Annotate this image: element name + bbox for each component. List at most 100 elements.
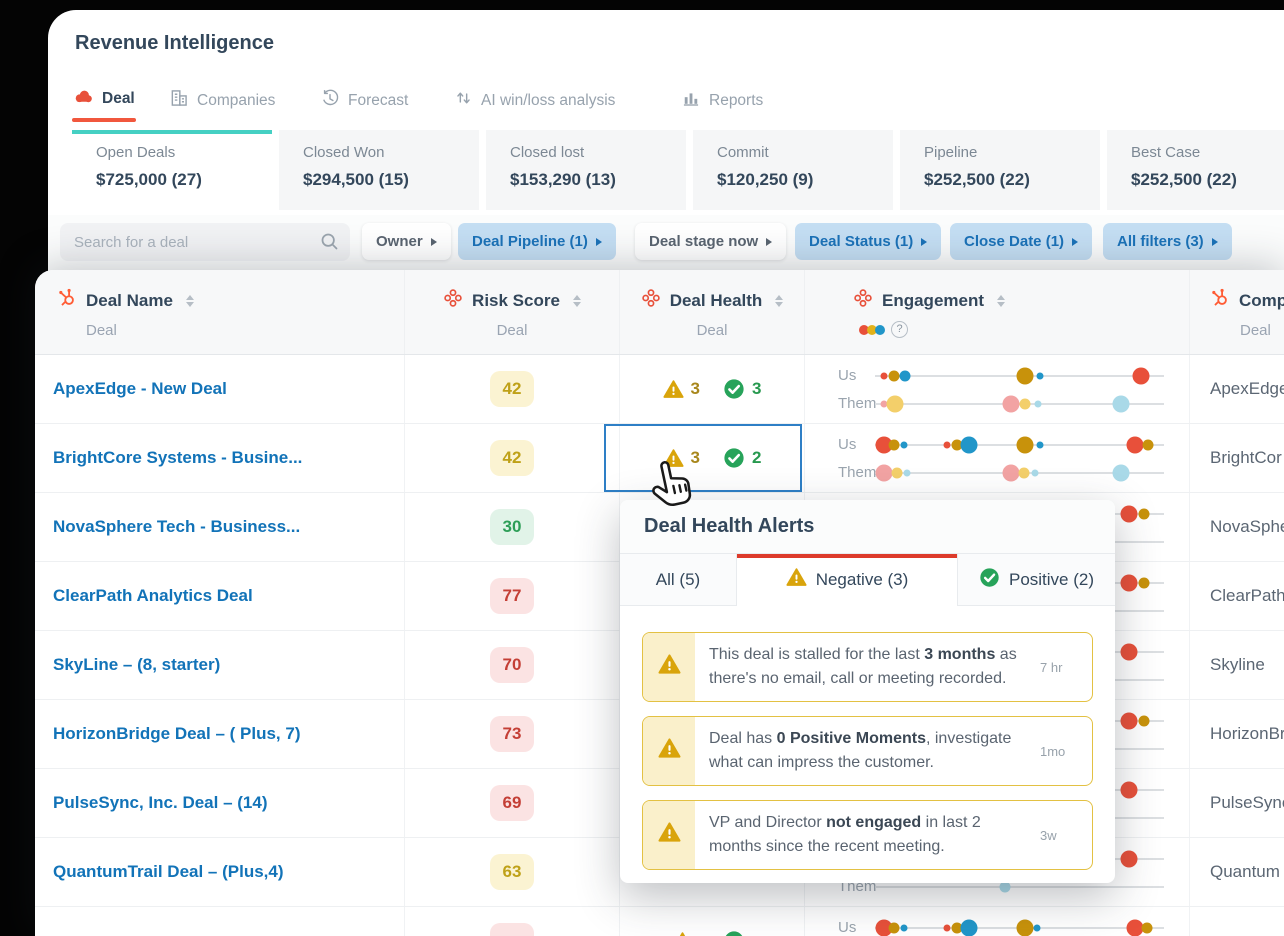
caret-right-icon	[1072, 237, 1079, 246]
engagement-dot-yellow	[886, 395, 904, 413]
engagement-dot-lblue	[999, 881, 1011, 893]
tab-reports[interactable]: Reports	[681, 88, 763, 113]
tab-reports-label: Reports	[709, 91, 764, 109]
card-value: $120,250 (9)	[717, 170, 814, 189]
sort-control[interactable]	[775, 294, 784, 307]
alert-item[interactable]: Deal has 0 Positive Moments, investigate…	[642, 716, 1093, 786]
column-subtitle: Deal	[86, 322, 117, 339]
company-name: HorizonBr	[1210, 724, 1284, 743]
engagement-dot-lblue	[1112, 464, 1130, 482]
warning-triangle-icon	[786, 567, 807, 593]
popup-tab-all[interactable]: All (5)	[620, 554, 737, 606]
tab-ai-winloss[interactable]: AI win/loss analysis	[454, 88, 615, 113]
summary-card-closed-won[interactable]: Closed Won $294,500 (15)	[279, 130, 479, 210]
engagement-dot-blue	[900, 924, 908, 932]
popup-tab-positive[interactable]: Positive (2)	[958, 554, 1115, 606]
chip-label: Deal Pipeline (1)	[472, 233, 588, 250]
engagement-dot-red	[943, 924, 951, 932]
risk-score-badge: 30	[490, 509, 534, 545]
sort-control[interactable]	[185, 294, 194, 307]
chip-label: Close Date (1)	[964, 233, 1065, 250]
alert-item[interactable]: This deal is stalled for the last 3 mont…	[642, 632, 1093, 702]
chip-label: All filters (3)	[1117, 233, 1204, 250]
legend-dot-gold	[867, 324, 877, 335]
check-circle-icon	[724, 448, 744, 468]
search-input[interactable]	[60, 223, 350, 261]
filter-chip-deal-status[interactable]: Deal Status (1)	[795, 223, 942, 260]
deal-name-link[interactable]: QuantumTrail Deal – (Plus,4)	[53, 862, 284, 881]
engagement-dot-blue	[899, 370, 911, 382]
page-title: Revenue Intelligence	[75, 32, 274, 54]
deal-name-link[interactable]: PulseSync, Inc. Deal – (14)	[53, 793, 268, 812]
engagement-timeline	[875, 395, 1164, 413]
filter-chip-deal-stage[interactable]: Deal stage now	[635, 223, 787, 260]
deal-name-link[interactable]: NovaSphere Tech - Business...	[53, 517, 301, 536]
sort-control[interactable]	[572, 294, 581, 307]
column-title: Company	[1239, 290, 1284, 310]
tab-deal[interactable]: Deal	[73, 88, 135, 110]
engagement-us-label: Us	[838, 436, 857, 453]
chip-label: Owner	[376, 233, 423, 250]
engagement-timeline	[875, 436, 1164, 454]
gong-clover-icon	[853, 288, 873, 313]
engagement-dot-gold	[1016, 436, 1034, 454]
tab-forecast[interactable]: Forecast	[320, 88, 408, 113]
risk-score-badge: 70	[490, 647, 534, 683]
engagement-dot-gold	[1142, 439, 1154, 451]
filter-chip-deal-pipeline[interactable]: Deal Pipeline (1)	[458, 223, 616, 260]
sort-control[interactable]	[997, 294, 1006, 307]
alert-timestamp: 3w	[1040, 827, 1057, 843]
summary-card-best-case[interactable]: Best Case $252,500 (22)	[1107, 130, 1284, 210]
hubspot-sprocket-icon	[1210, 288, 1230, 313]
deal-name-link[interactable]: BrightCore Systems - Busine...	[53, 448, 303, 467]
popup-title: Deal Health Alerts	[644, 515, 815, 537]
deal-name-link[interactable]: ClearPath Analytics Deal	[53, 586, 253, 605]
deal-name-link[interactable]: SkyLine – (8, starter)	[53, 655, 221, 674]
engagement-dot-gold	[1141, 922, 1153, 934]
alert-item[interactable]: VP and Director not engaged in last 2 mo…	[642, 800, 1093, 870]
company-name: BrightCor	[1210, 448, 1282, 467]
engagement-legend: ?	[859, 321, 1189, 338]
engagement-dot-yellow	[1019, 398, 1031, 410]
help-question-icon[interactable]: ?	[891, 321, 908, 338]
card-value: $294,500 (15)	[303, 170, 409, 189]
column-header-risk-score: Risk Score Deal	[405, 270, 620, 354]
filter-chip-close-date[interactable]: Close Date (1)	[950, 223, 1093, 260]
filter-chip-all-filters[interactable]: All filters (3)	[1103, 223, 1232, 260]
engagement-dot-pink	[1002, 395, 1020, 413]
deal-name-link[interactable]: HorizonBridge Deal – ( Plus, 7)	[53, 724, 301, 743]
engagement-dot-red	[1120, 574, 1138, 592]
active-tab-underline	[72, 118, 136, 122]
card-value: $252,500 (22)	[924, 170, 1030, 189]
summary-card-pipeline[interactable]: Pipeline $252,500 (22)	[900, 130, 1100, 210]
deal-health-cell[interactable]	[620, 907, 805, 936]
summary-card-open-deals[interactable]: Open Deals $725,000 (27)	[72, 130, 272, 210]
engagement-dot-gold	[1138, 508, 1150, 520]
card-value: $252,500 (22)	[1131, 170, 1237, 189]
engagement-dot-blue	[960, 436, 978, 454]
tab-deal-label: Deal	[102, 90, 135, 107]
tab-forecast-label: Forecast	[348, 91, 409, 109]
popup-tab-negative[interactable]: Negative (3)	[737, 554, 958, 606]
card-label: Closed lost	[510, 144, 585, 161]
deal-name-link[interactable]: ApexEdge - New Deal	[53, 379, 227, 398]
card-label: Pipeline	[924, 144, 978, 161]
summary-card-closed-lost[interactable]: Closed lost $153,290 (13)	[486, 130, 686, 210]
tab-companies-label: Companies	[197, 91, 276, 109]
check-circle-icon	[725, 931, 743, 936]
engagement-timeline	[875, 367, 1164, 385]
tab-companies[interactable]: Companies	[169, 88, 275, 113]
main-nav: Deal Companies Forecast AI win/loss anal…	[48, 88, 1284, 122]
card-label: Commit	[717, 144, 769, 161]
engagement-dot-red	[1120, 781, 1138, 799]
summary-card-commit[interactable]: Commit $120,250 (9)	[693, 130, 893, 210]
filter-chip-owner[interactable]: Owner	[362, 223, 451, 260]
popup-tab-label: Positive (2)	[1008, 569, 1095, 589]
popup-tab-label: All (5)	[655, 569, 701, 589]
column-subtitle: Deal	[696, 322, 728, 339]
